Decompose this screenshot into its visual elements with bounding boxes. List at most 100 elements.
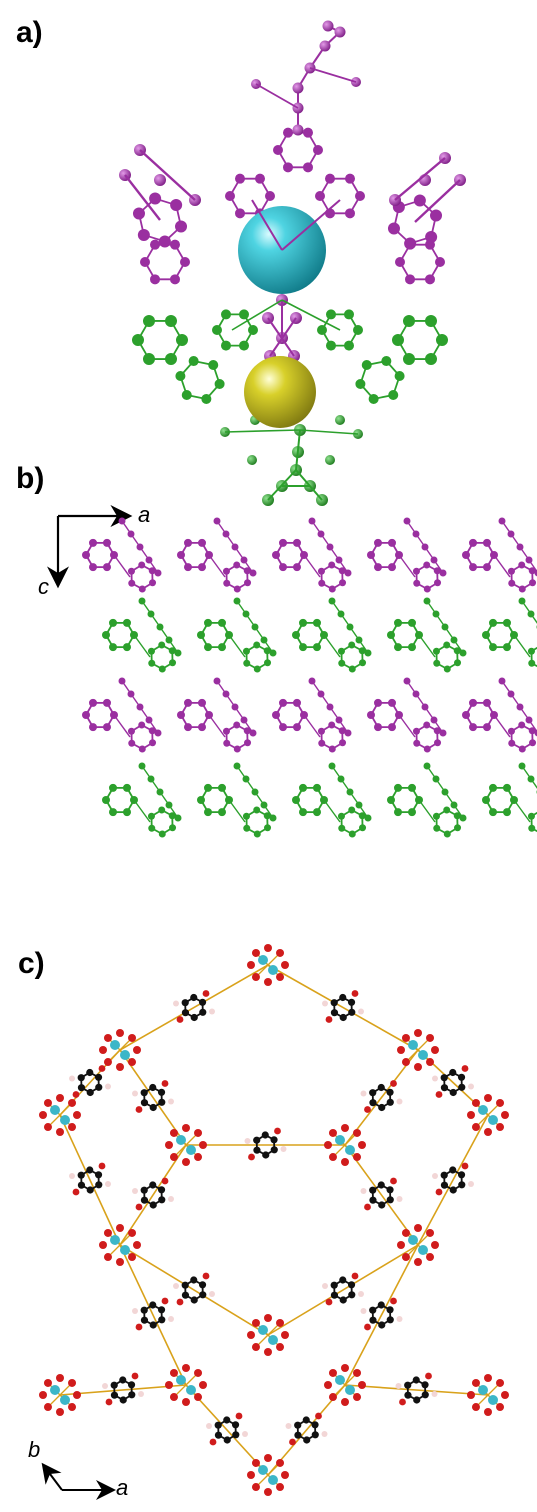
green-ring-atom <box>221 340 231 351</box>
purple-layer-ring-atom <box>507 727 515 735</box>
purple-layer-ring-atom <box>82 711 90 719</box>
green-layer-ring-atom <box>299 618 307 627</box>
linker-ring-atom <box>377 1083 385 1092</box>
linker-ring-atom <box>149 1301 157 1309</box>
linker-ring-atom <box>231 1421 240 1429</box>
purple-arm-atom <box>154 174 166 186</box>
green-chain-bond <box>150 778 161 793</box>
cluster-oxygen <box>264 1454 272 1462</box>
linker-ring-atom <box>449 1166 457 1174</box>
cluster-oxygen <box>133 1046 141 1054</box>
linker-ring-atom <box>149 1083 157 1092</box>
linker-ring-atom <box>157 1186 166 1194</box>
purple-chain-bond <box>329 546 340 561</box>
bond <box>255 83 299 109</box>
cluster-oxygen <box>496 1098 505 1107</box>
linker-ring-atom <box>214 1431 223 1439</box>
purple-chain-bond <box>121 680 132 695</box>
green-layer-ring-atom <box>408 618 416 627</box>
cluster-oxygen <box>414 1029 422 1037</box>
linker-oxygen <box>72 1188 80 1196</box>
metal-atom <box>186 1385 196 1395</box>
purple-chain-bond <box>311 680 322 695</box>
purple-layer-ring-atom <box>184 563 192 572</box>
green-layer-ring-atom <box>348 665 356 673</box>
purple-layer-ring-atom <box>388 563 396 572</box>
green-chain-bond <box>159 626 170 641</box>
linker-hydrogen <box>280 1146 287 1152</box>
linker-ring-atom <box>140 1099 149 1107</box>
metal-atom <box>258 955 268 965</box>
panel-a: a) <box>0 0 537 512</box>
metal-atom <box>110 1235 120 1245</box>
linker-hydrogen <box>173 1283 179 1289</box>
purple-layer-ring-atom <box>279 723 287 732</box>
purple-ring-atom <box>150 274 160 285</box>
bond <box>251 199 283 251</box>
linker-oxygen <box>176 1016 184 1023</box>
green-layer-ring-atom <box>358 812 366 820</box>
green-layer-ring-atom <box>527 647 535 655</box>
purple-layer-ring-atom <box>244 579 252 587</box>
purple-layer-ring-atom <box>413 739 421 747</box>
green-layer-ring-atom <box>359 659 367 667</box>
linker-ring-atom <box>157 1088 166 1096</box>
green-ring-atom <box>361 360 372 371</box>
cluster-oxygen <box>496 1403 505 1412</box>
framework-atoms <box>39 944 509 1496</box>
metal-atom <box>186 1145 196 1155</box>
green-ring-atom <box>381 356 392 367</box>
purple-layer-ring-atom <box>184 698 192 707</box>
green-layer-ring-atom <box>299 783 307 792</box>
cluster-oxygen <box>358 1381 366 1389</box>
metal-atom <box>50 1385 60 1395</box>
green-ring-atom <box>208 360 219 371</box>
green-layer-ring-atom <box>489 808 497 817</box>
cluster-oxygen <box>56 1094 64 1102</box>
purple-ring-atom <box>405 239 415 250</box>
bond <box>269 317 297 357</box>
linker-hydrogen <box>468 1083 474 1090</box>
linker-ring-atom <box>412 1376 420 1384</box>
bond <box>133 634 151 658</box>
linker-ring-atom <box>449 1186 457 1194</box>
purple-layer-ring-atom <box>328 561 336 569</box>
linker-oxygen <box>435 1188 443 1196</box>
green-layer-ring-atom <box>503 618 511 627</box>
purple-ring-atom <box>283 127 293 138</box>
linker-hydrogen <box>432 1075 438 1082</box>
linker-hydrogen <box>431 1391 438 1397</box>
green-chain-bond <box>358 804 369 819</box>
linker-hydrogen <box>358 1008 364 1015</box>
green-ring-atom <box>403 353 415 366</box>
linker-ring-atom <box>386 1186 394 1194</box>
purple-layer-ring-atom <box>138 585 146 593</box>
bond <box>493 554 511 578</box>
green-chain-bond <box>245 613 256 628</box>
purple-ring-atom <box>175 220 188 233</box>
purple-layer-ring-atom <box>469 563 477 572</box>
green-chain-bond <box>349 791 360 806</box>
bond <box>398 554 416 578</box>
bond <box>513 799 531 823</box>
metal-atom <box>478 1105 488 1115</box>
cluster-oxygen <box>116 1224 124 1232</box>
linker-hydrogen <box>168 1098 174 1105</box>
cluster-oxygen <box>353 1393 362 1402</box>
cluster-oxygen <box>39 1111 47 1119</box>
cluster-oxygen <box>471 1403 480 1412</box>
linker-ring-atom <box>404 1381 412 1389</box>
purple-layer-ring-atom <box>279 698 287 707</box>
purple-layer-ring-atom <box>103 538 111 547</box>
linker-ring-atom <box>440 1181 449 1189</box>
purple-layer-ring-atom <box>469 698 477 707</box>
linker-ring-atom <box>253 1136 261 1144</box>
purple-ring-atom <box>158 235 171 248</box>
green-layer-ring-atom <box>253 665 261 673</box>
green-side-atom <box>247 455 257 465</box>
green-layer-ring-atom <box>204 618 212 627</box>
cluster-oxygen <box>43 1098 52 1107</box>
green-chain-bond <box>150 613 161 628</box>
linker-oxygen <box>325 1016 333 1023</box>
purple-layer-ring-atom <box>272 711 280 719</box>
